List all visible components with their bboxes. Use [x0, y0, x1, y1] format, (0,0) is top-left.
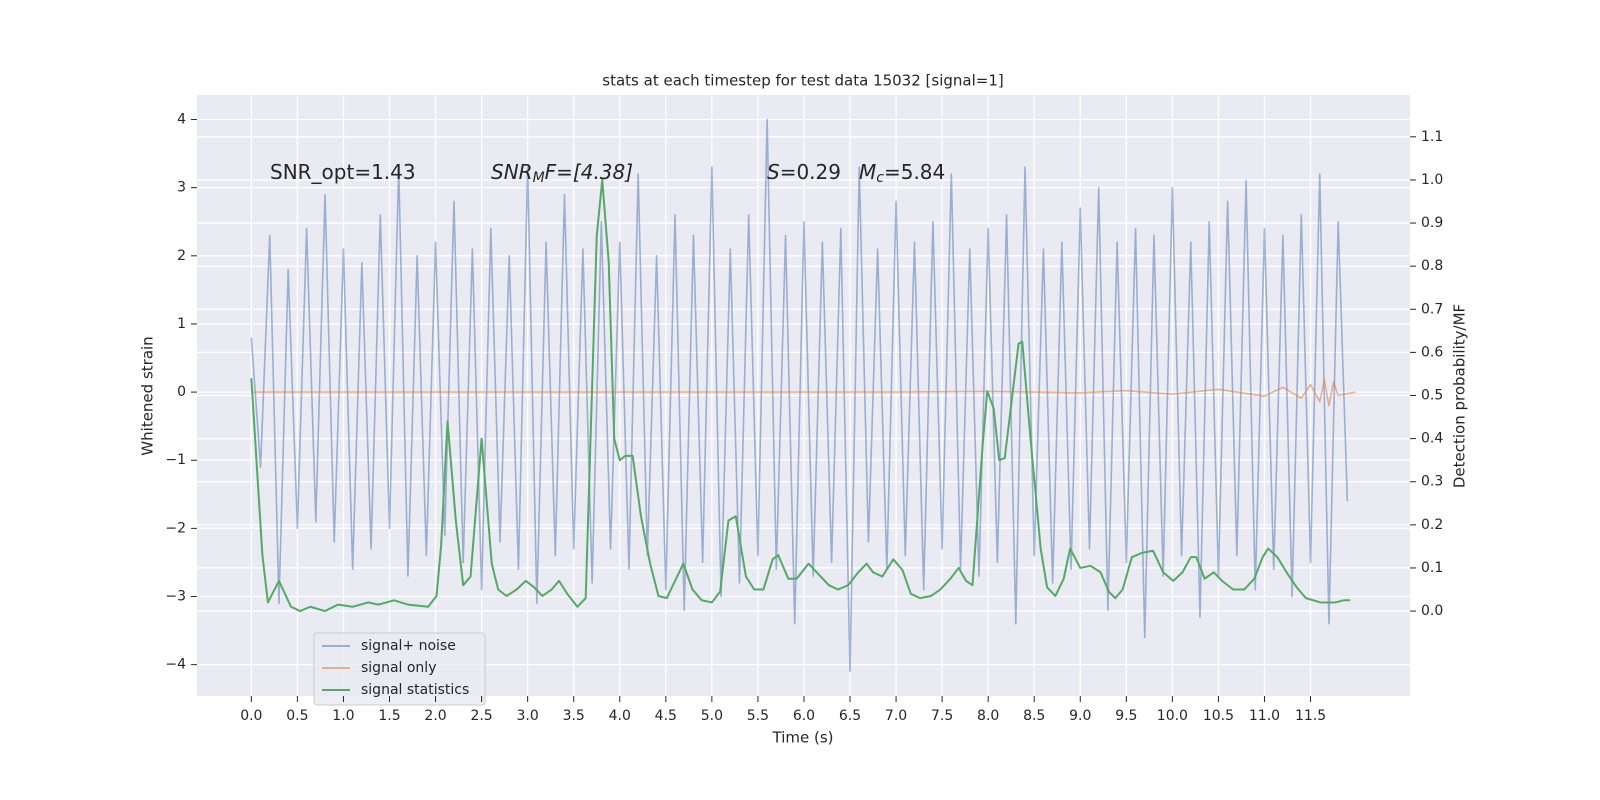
x-tick-label: 9.0 [1069, 708, 1091, 724]
y2-axis-label: Detection probability/MF [1451, 304, 1469, 488]
annotation-subscript: M [533, 170, 545, 186]
x-tick-label: 3.0 [517, 708, 539, 724]
y-tick-label: −3 [165, 589, 186, 605]
chart-title: stats at each timestep for test data 150… [602, 72, 1003, 90]
x-axis-label: Time (s) [772, 729, 834, 747]
y2-tick-label: 0.6 [1421, 344, 1443, 360]
y-axis-label: Whitened strain [139, 336, 157, 455]
x-tick-label: 0.0 [240, 708, 262, 724]
x-tick-label: 11.0 [1249, 708, 1280, 724]
x-tick-label: 9.5 [1115, 708, 1137, 724]
series-line [250, 118, 1349, 673]
x-tick-label: 8.5 [1023, 708, 1045, 724]
annotation-text: SNR [491, 160, 533, 184]
y2-tick-label: 0.1 [1421, 560, 1443, 576]
annotation-text: M [859, 160, 876, 184]
y2-tick-label: 0.7 [1421, 301, 1443, 317]
annotation: SNRMF=[4.38] [491, 160, 633, 187]
y2-tick-label: 0.8 [1421, 258, 1443, 274]
series-line [250, 178, 1351, 613]
y-tick-label: 2 [177, 248, 186, 264]
x-tick-label: 3.5 [563, 708, 585, 724]
legend-label: signal+ noise [361, 638, 456, 654]
y-tick-label: 3 [177, 180, 186, 196]
x-tick-label: 10.5 [1203, 708, 1234, 724]
x-tick-label: 5.0 [701, 708, 723, 724]
y-tick-label: −2 [165, 520, 186, 536]
annotation: SNR_opt=1.43 [270, 160, 416, 184]
legend-box [313, 632, 486, 706]
y-tick-label: 0 [177, 384, 186, 400]
x-tick-label: 4.0 [609, 708, 631, 724]
y2-tick-label: 0.9 [1421, 215, 1443, 231]
x-tick-label: 2.0 [424, 708, 446, 724]
data-layer [250, 118, 1356, 673]
y-tick-label: 1 [177, 316, 186, 332]
y2-tick-label: 0.5 [1421, 388, 1443, 404]
x-tick-label: 5.5 [747, 708, 769, 724]
y-tick-label: −1 [165, 452, 186, 468]
annotation: S=0.29 [767, 160, 841, 184]
y-tick-label: −4 [165, 657, 186, 673]
legend-label: signal only [361, 660, 436, 676]
annotation-text: SNR_opt=1.43 [270, 160, 416, 184]
x-tick-label: 6.0 [793, 708, 815, 724]
annotation: Mc=5.84 [859, 160, 945, 187]
annotation-text: =5.84 [884, 160, 945, 184]
x-tick-label: 7.0 [885, 708, 907, 724]
annotation-text: S [767, 160, 780, 184]
annotation-text: =0.29 [780, 160, 841, 184]
x-tick-label: 2.5 [470, 708, 492, 724]
x-tick-label: 4.5 [655, 708, 677, 724]
x-tick-label: 10.0 [1157, 708, 1188, 724]
series-line [251, 379, 1356, 407]
y2-tick-label: 1.0 [1421, 172, 1443, 188]
x-tick-label: 0.5 [286, 708, 308, 724]
legend-label: signal statistics [361, 682, 469, 698]
x-tick-label: 1.5 [378, 708, 400, 724]
y-tick-label: 4 [177, 112, 186, 128]
legend: signal+ noise signal only signal statistic… [313, 632, 486, 706]
annotation-subscript: c [876, 170, 884, 186]
annotation-text: F=[4.38] [545, 160, 633, 184]
y2-tick-label: 0.4 [1421, 431, 1443, 447]
y2-tick-label: 0.3 [1421, 474, 1443, 490]
x-tick-label: 6.5 [839, 708, 861, 724]
y2-tick-label: 1.1 [1421, 129, 1443, 145]
x-tick-label: 7.5 [931, 708, 953, 724]
x-tick-label: 11.5 [1295, 708, 1326, 724]
y2-tick-label: 0.2 [1421, 517, 1443, 533]
x-tick-label: 1.0 [332, 708, 354, 724]
y2-tick-label: 0.0 [1421, 603, 1443, 619]
x-tick-label: 8.0 [977, 708, 999, 724]
